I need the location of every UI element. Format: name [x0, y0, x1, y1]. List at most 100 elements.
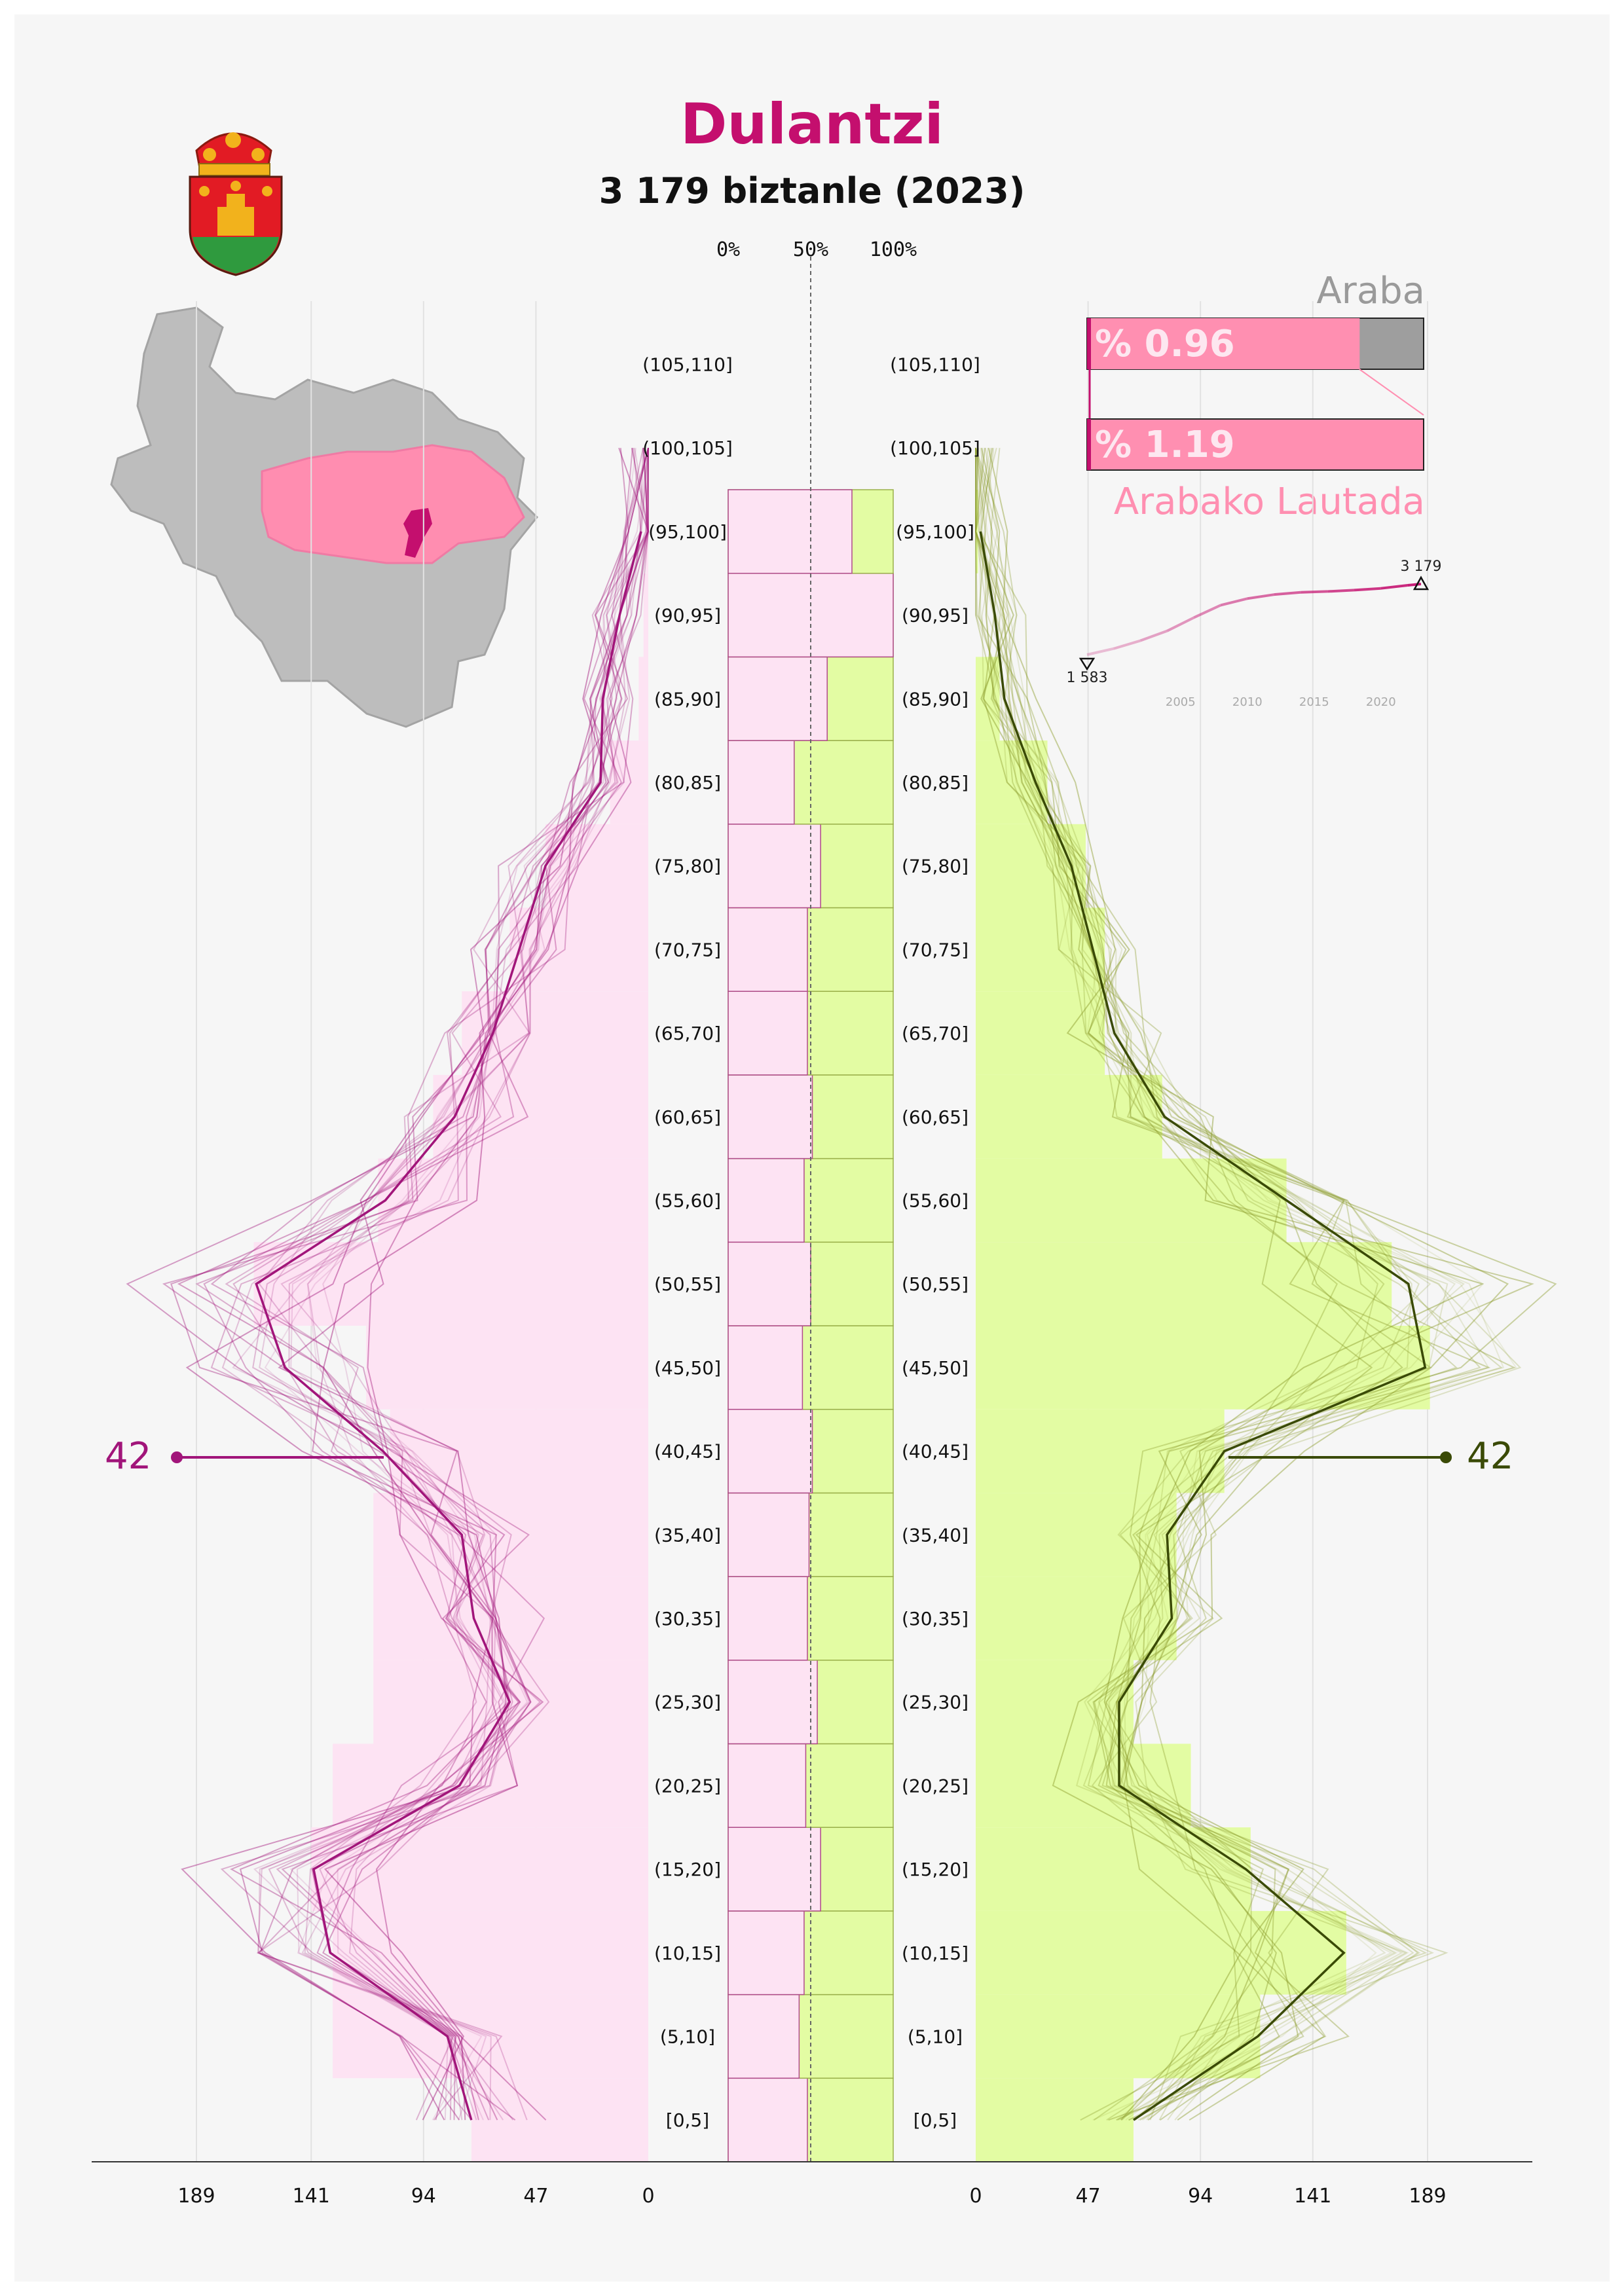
age-label-left: (105,110] — [642, 354, 733, 375]
share-top-marker — [1087, 318, 1091, 369]
age-label-right: (55,60] — [902, 1190, 969, 1211]
center-female-share — [728, 907, 808, 992]
center-female-share — [728, 1743, 807, 1828]
male-history-line — [989, 448, 1503, 2121]
center-female-share — [728, 1576, 808, 1661]
trend-start-label: 1 583 — [1067, 670, 1108, 686]
age-label-left: (30,35] — [654, 1608, 721, 1630]
male-bar — [976, 1910, 1346, 1995]
male-current-line — [979, 531, 1427, 2121]
male-bar — [976, 1660, 1134, 1744]
center-female-share — [728, 1157, 805, 1243]
female-bar — [373, 1576, 648, 1660]
center-axis-label-100: 100% — [869, 238, 917, 261]
female-bar — [471, 2078, 648, 2162]
female-history-line — [225, 448, 649, 2121]
x-tick-right: 47 — [1075, 2185, 1100, 2208]
age-label-left: (80,85] — [654, 772, 721, 793]
age-label-left: (5,10] — [660, 2026, 715, 2047]
age-label-left: (50,55] — [654, 1273, 721, 1295]
male-bar — [976, 2078, 1134, 2162]
trend-segment — [1113, 639, 1141, 650]
trend-tick: 2010 — [1232, 695, 1263, 709]
male-bar — [976, 490, 978, 574]
age-label-right: (25,30] — [902, 1692, 969, 1713]
female-history-line — [280, 447, 649, 2121]
age-label-left: (45,50] — [654, 1357, 721, 1379]
center-female-share — [728, 1325, 803, 1410]
age-label-left: (70,75] — [654, 939, 721, 960]
population-trend-sparkline: 1 583 3 179 2005 2010 2015 2020 — [1067, 558, 1442, 709]
male-history-line — [975, 448, 1432, 2121]
age-label-right: (105,110] — [890, 354, 980, 375]
center-female-share — [728, 656, 828, 741]
male-callout-dot — [1440, 1451, 1452, 1463]
age-label-right: (65,70] — [902, 1023, 969, 1044]
trend-segment — [1274, 591, 1301, 596]
age-label-left: (95,100] — [648, 521, 727, 543]
female-history-line — [367, 447, 649, 2121]
female-bar — [646, 490, 648, 574]
age-label-left: (15,20] — [654, 1859, 721, 1880]
male-bar — [976, 907, 1105, 992]
share-bottom-label: Arabako Lautada — [1113, 481, 1425, 523]
trend-min-marker — [1079, 657, 1096, 671]
trend-segment — [1139, 629, 1168, 642]
center-female-share — [728, 1492, 810, 1577]
age-label-right: [0,5] — [913, 2109, 957, 2131]
age-label-right: (40,45] — [902, 1441, 969, 1463]
female-history-line — [210, 448, 649, 2121]
female-bar — [333, 1743, 648, 1828]
female-history-line — [252, 448, 642, 2121]
page-title: Dulantzi — [680, 92, 944, 157]
trend-segment — [1380, 583, 1408, 590]
callouts — [171, 1451, 1452, 1463]
male-history-line — [975, 448, 1449, 2121]
male-history-line — [975, 447, 1481, 2121]
age-label-left: (35,40] — [654, 1524, 721, 1546]
age-label-left: (100,105] — [642, 437, 733, 459]
male-history-line — [975, 448, 1516, 2121]
female-history-line — [290, 448, 650, 2121]
female-history-line — [177, 448, 649, 2121]
x-tick-left: 189 — [177, 2185, 215, 2208]
male-history-line — [974, 448, 1373, 2121]
x-tick-right: 189 — [1409, 2185, 1446, 2208]
female-history-line — [126, 448, 650, 2121]
male-bar — [976, 1158, 1287, 1243]
female-history-line — [195, 448, 649, 2121]
center-female-share — [728, 1910, 805, 1995]
age-label-left: (65,70] — [654, 1023, 721, 1044]
center-female-share — [728, 1408, 813, 1494]
female-bar — [610, 740, 648, 824]
age-label-left: (60,65] — [654, 1106, 721, 1128]
center-axis-label-0: 0% — [716, 238, 741, 261]
female-history-line — [232, 447, 644, 2121]
male-bar — [976, 1493, 1177, 1577]
age-label-left: [0,5] — [666, 2109, 709, 2131]
female-history-line — [232, 447, 649, 2121]
age-label-right: (75,80] — [902, 856, 969, 877]
age-label-right: (60,65] — [902, 1106, 969, 1128]
age-label-left: (90,95] — [654, 605, 721, 627]
female-history-line — [322, 448, 649, 2121]
male-bar — [976, 1326, 1430, 1410]
province-map — [110, 306, 539, 728]
share-bottom-track — [1086, 418, 1424, 471]
male-history-line — [975, 448, 1517, 2121]
female-bar — [643, 573, 648, 657]
female-bar — [378, 1158, 648, 1243]
age-label-right: (15,20] — [902, 1859, 969, 1880]
trend-tick: 2015 — [1299, 695, 1329, 709]
center-female-share — [728, 1241, 811, 1326]
female-current-line — [255, 531, 642, 2121]
x-tick-left: 141 — [293, 2185, 330, 2208]
male-history-line — [987, 447, 1509, 2121]
male-callout-value: 42 — [1467, 1435, 1514, 1478]
center-female-share — [728, 1994, 800, 2079]
center-female-share — [728, 991, 808, 1076]
male-history-line — [974, 448, 1414, 2121]
male-history-line — [975, 447, 1458, 2121]
male-history-line — [980, 447, 1557, 2121]
age-label-left: (40,45] — [654, 1441, 721, 1463]
